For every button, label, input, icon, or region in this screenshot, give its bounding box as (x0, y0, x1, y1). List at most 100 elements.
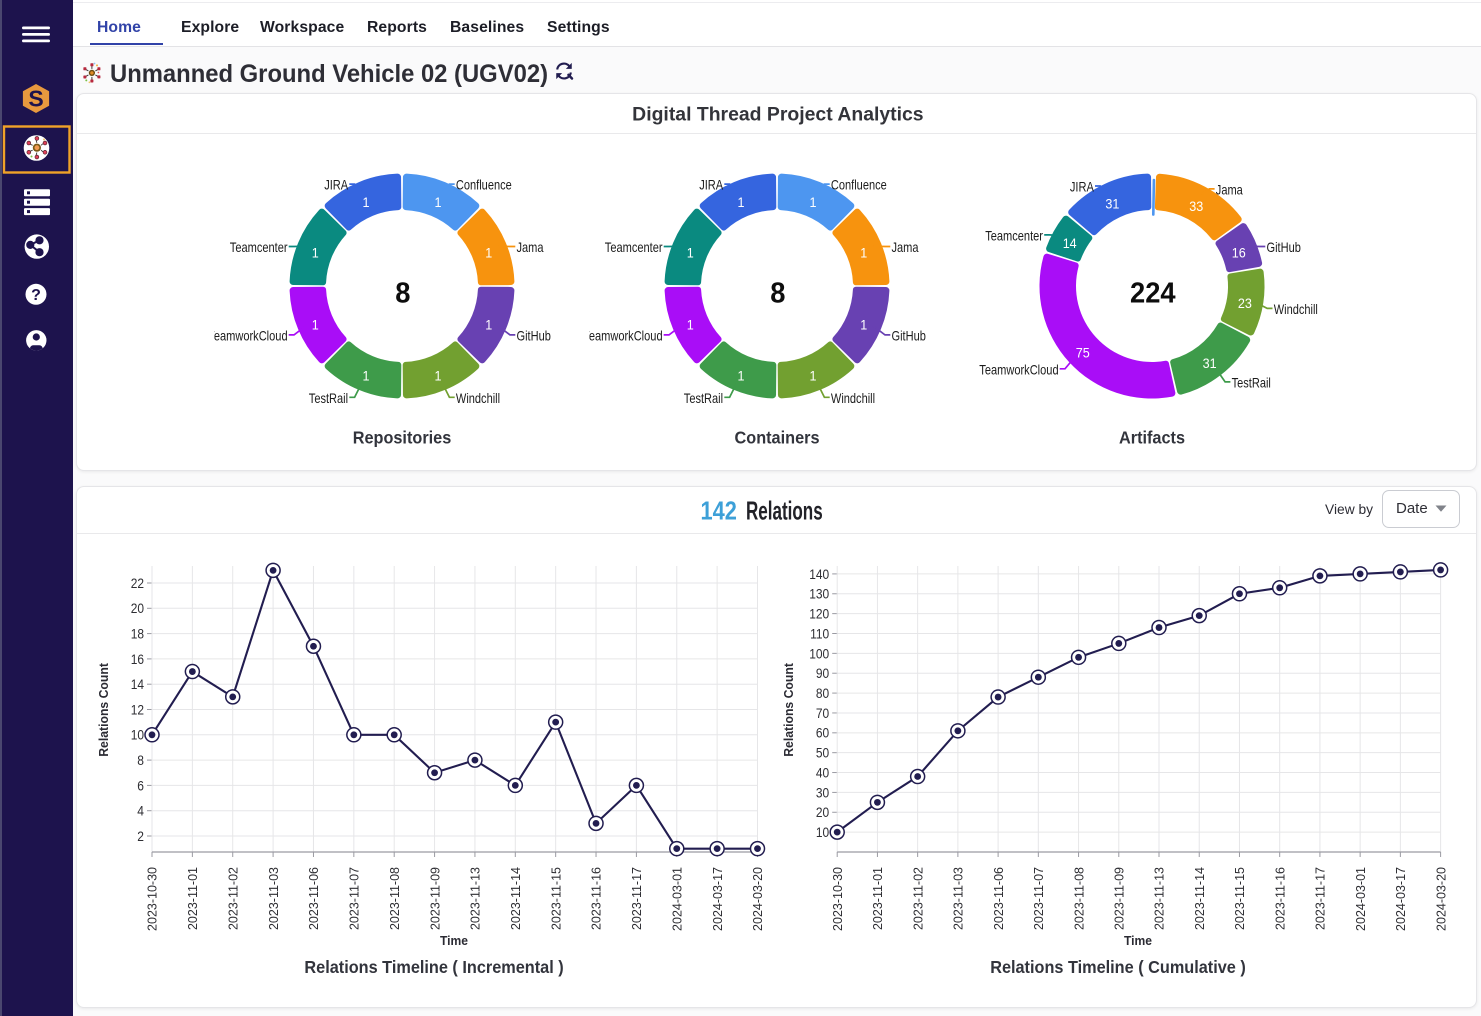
svg-text:2024-03-17: 2024-03-17 (711, 867, 725, 931)
svg-text:2023-11-07: 2023-11-07 (348, 867, 362, 930)
svg-text:2: 2 (137, 829, 144, 844)
svg-text:50: 50 (816, 746, 830, 761)
svg-text:TeamworkCloud: TeamworkCloud (583, 328, 662, 344)
svg-text:Jama: Jama (1216, 182, 1243, 198)
svg-text:Containers: Containers (735, 428, 820, 448)
svg-text:2024-03-20: 2024-03-20 (751, 867, 765, 931)
svg-text:8: 8 (770, 277, 785, 309)
svg-text:2023-11-13: 2023-11-13 (469, 867, 483, 930)
svg-text:33: 33 (1189, 198, 1203, 214)
svg-text:40: 40 (816, 765, 830, 780)
svg-text:Relations Timeline ( Cumulativ: Relations Timeline ( Cumulative ) (990, 957, 1246, 977)
svg-text:Confluence: Confluence (831, 177, 887, 193)
svg-text:80: 80 (816, 686, 830, 701)
svg-text:Jama: Jama (892, 239, 919, 255)
svg-text:2023-11-13: 2023-11-13 (1153, 867, 1167, 930)
svg-text:Time: Time (440, 933, 468, 948)
svg-text:Relations Count: Relations Count (781, 662, 796, 756)
svg-text:1: 1 (810, 194, 817, 210)
svg-text:TestRail: TestRail (1232, 375, 1271, 391)
svg-text:TestRail: TestRail (684, 390, 723, 406)
svg-text:1: 1 (860, 245, 867, 261)
svg-text:2023-11-02: 2023-11-02 (911, 867, 925, 930)
svg-text:60: 60 (816, 726, 830, 741)
svg-text:20: 20 (131, 601, 145, 616)
svg-text:2023-11-09: 2023-11-09 (1112, 867, 1126, 930)
svg-text:Teamcenter: Teamcenter (985, 228, 1043, 244)
svg-text:2024-03-20: 2024-03-20 (1434, 867, 1448, 931)
svg-text:16: 16 (1232, 245, 1246, 261)
svg-text:TestRail: TestRail (309, 390, 348, 406)
svg-text:18: 18 (131, 627, 144, 642)
svg-text:JIRA: JIRA (1070, 179, 1095, 195)
svg-text:JIRA: JIRA (699, 177, 724, 193)
svg-text:Artifacts: Artifacts (1119, 428, 1185, 448)
svg-text:30: 30 (816, 785, 830, 800)
svg-text:Windchill: Windchill (1274, 301, 1318, 317)
svg-text:75: 75 (1076, 344, 1090, 360)
svg-text:31: 31 (1203, 355, 1217, 371)
svg-text:110: 110 (810, 626, 829, 641)
svg-text:1: 1 (312, 245, 319, 261)
svg-text:2023-11-16: 2023-11-16 (590, 867, 604, 930)
svg-text:31: 31 (1105, 195, 1119, 211)
svg-text:8: 8 (137, 753, 144, 768)
svg-text:14: 14 (131, 677, 145, 692)
svg-text:Repositories: Repositories (353, 428, 452, 448)
svg-text:2024-03-01: 2024-03-01 (1354, 867, 1368, 931)
svg-text:2024-03-01: 2024-03-01 (670, 867, 684, 931)
svg-text:2023-11-08: 2023-11-08 (1072, 867, 1086, 930)
svg-text:Teamcenter: Teamcenter (605, 239, 663, 255)
svg-text:130: 130 (809, 587, 829, 602)
svg-text:Jama: Jama (517, 239, 544, 255)
svg-text:2023-11-03: 2023-11-03 (952, 867, 966, 930)
svg-text:2023-11-17: 2023-11-17 (630, 867, 644, 930)
svg-text:70: 70 (816, 706, 830, 721)
svg-text:140: 140 (809, 567, 829, 582)
svg-text:Relations Count: Relations Count (96, 662, 111, 756)
svg-text:Teamcenter: Teamcenter (230, 239, 288, 255)
svg-text:2023-11-01: 2023-11-01 (186, 867, 200, 930)
svg-text:Digital Thread Project Analyti: Digital Thread Project Analytics (632, 105, 923, 126)
svg-text:Unmanned Ground Vehicle 02 (UG: Unmanned Ground Vehicle 02 (UGV02) (110, 60, 548, 88)
svg-text:S: S (28, 86, 43, 112)
svg-text:2023-11-06: 2023-11-06 (307, 867, 321, 930)
svg-text:2024-03-17: 2024-03-17 (1394, 867, 1408, 931)
svg-text:1: 1 (738, 194, 745, 210)
svg-text:?: ? (31, 287, 41, 304)
svg-text:Windchill: Windchill (456, 390, 500, 406)
svg-text:10: 10 (816, 825, 830, 840)
svg-text:Windchill: Windchill (831, 390, 875, 406)
svg-text:8: 8 (395, 277, 410, 309)
svg-text:4: 4 (137, 804, 144, 819)
svg-text:6: 6 (137, 778, 144, 793)
svg-text:1: 1 (860, 317, 867, 333)
svg-text:2023-11-14: 2023-11-14 (1193, 867, 1207, 930)
svg-text:10: 10 (131, 728, 145, 743)
svg-text:Relations Timeline ( Increment: Relations Timeline ( Incremental ) (304, 957, 563, 977)
svg-text:1: 1 (363, 368, 370, 384)
svg-text:1: 1 (687, 317, 694, 333)
svg-text:2023-11-07: 2023-11-07 (1032, 867, 1046, 930)
svg-text:1: 1 (435, 368, 442, 384)
svg-text:GitHub: GitHub (517, 328, 552, 344)
svg-text:2023-11-08: 2023-11-08 (388, 867, 402, 930)
svg-text:2023-11-09: 2023-11-09 (428, 867, 442, 930)
svg-text:2023-11-03: 2023-11-03 (267, 867, 281, 930)
svg-text:TeamworkCloud: TeamworkCloud (208, 328, 287, 344)
svg-text:16: 16 (131, 652, 144, 667)
svg-text:90: 90 (816, 666, 830, 681)
svg-text:1: 1 (485, 317, 492, 333)
svg-text:22: 22 (131, 576, 144, 591)
svg-text:1: 1 (687, 245, 694, 261)
svg-text:1: 1 (810, 368, 817, 384)
svg-text:2023-11-15: 2023-11-15 (549, 867, 563, 930)
svg-text:Relations: Relations (746, 496, 823, 526)
svg-text:2023-11-14: 2023-11-14 (509, 867, 523, 930)
svg-text:GitHub: GitHub (1267, 239, 1302, 255)
svg-text:Confluence: Confluence (456, 177, 512, 193)
svg-text:120: 120 (809, 607, 829, 622)
svg-text:20: 20 (816, 805, 830, 820)
svg-text:1: 1 (738, 368, 745, 384)
svg-text:2023-11-01: 2023-11-01 (871, 867, 885, 930)
